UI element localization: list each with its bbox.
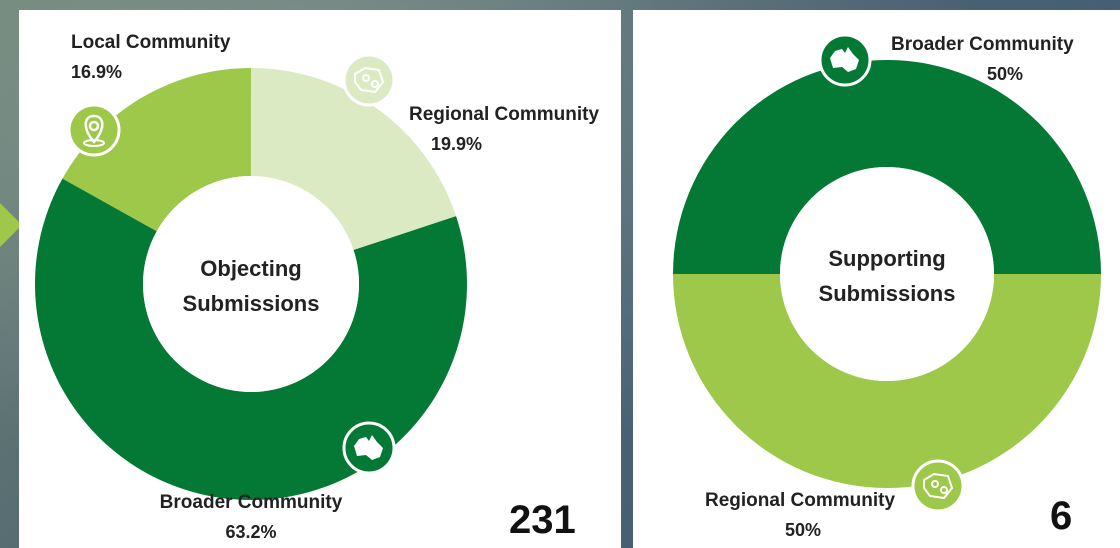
region-map-icon <box>342 53 396 107</box>
objecting-chart-panel: Objecting Submissions Local Community 16.9%… <box>19 10 621 548</box>
slice-label: Broader Community 63.2% <box>160 492 343 542</box>
slice-label: Regional Community 19.9% <box>409 104 599 154</box>
donut-hole <box>143 176 359 392</box>
center-label-line: Submissions <box>819 281 956 306</box>
region-map-icon <box>911 459 965 513</box>
slice-label-name: Regional Community <box>409 104 599 125</box>
slice-label-name: Local Community <box>71 32 231 53</box>
slice-label-name: Broader Community <box>891 34 1074 55</box>
slice-label: Broader Community 50% <box>891 34 1074 84</box>
objecting-total: 231 <box>509 498 576 542</box>
slice-label-name: Broader Community <box>160 492 343 513</box>
slice-label-value: 50% <box>987 64 1023 84</box>
objecting-donut-chart: Objecting Submissions Local Community 16.9%… <box>34 32 599 542</box>
australia-map-icon <box>818 33 872 87</box>
center-label-line: Supporting <box>828 246 945 271</box>
donut-slice-broader-community <box>34 178 468 501</box>
slice-label-value: 19.9% <box>431 134 482 154</box>
supporting-donut-chart: Supporting Submissions Broader Community 50… <box>673 33 1101 540</box>
center-label-line: Objecting <box>200 256 301 281</box>
slice-label-name: Regional Community <box>705 490 895 511</box>
supporting-total: 6 <box>1050 494 1073 538</box>
slice-label-value: 16.9% <box>71 62 122 82</box>
slice-label: Regional Community 50% <box>705 490 895 540</box>
slice-label-value: 50% <box>785 520 821 540</box>
supporting-chart-panel: Supporting Submissions Broader Community 50… <box>633 10 1120 548</box>
slice-label-value: 63.2% <box>225 522 276 542</box>
map-pin-icon <box>67 103 121 157</box>
donut-hole <box>780 167 994 381</box>
arrow-pointer-icon <box>0 203 22 247</box>
slice-label: Local Community 16.9% <box>71 32 231 82</box>
donut-slice-regional-community <box>251 68 457 251</box>
australia-map-icon <box>342 421 396 475</box>
donut-slice-local-community <box>62 68 252 232</box>
center-label-line: Submissions <box>183 291 320 316</box>
